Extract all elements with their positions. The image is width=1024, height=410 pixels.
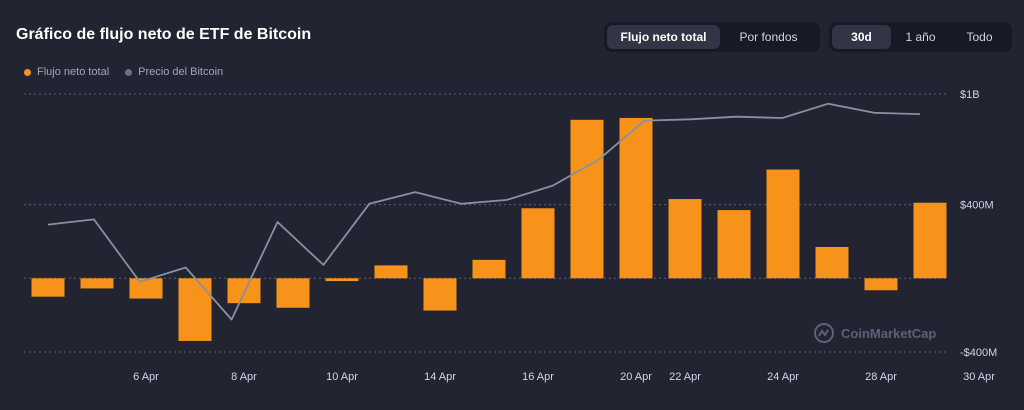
flow-type-toggle: Flujo neto total Por fondos <box>604 22 820 52</box>
range-1y-button[interactable]: 1 año <box>905 30 936 44</box>
x-tick-label-5: 20 Apr <box>620 371 652 383</box>
bar-2 <box>129 278 163 299</box>
bar-11 <box>570 119 604 279</box>
x-tick-label-7: 24 Apr <box>767 371 799 383</box>
bar-16 <box>815 246 849 279</box>
x-tick-label-4: 16 Apr <box>522 371 554 383</box>
x-tick-label-1: 8 Apr <box>231 371 257 383</box>
x-tick-label-3: 14 Apr <box>424 371 456 383</box>
time-range-toggle: 30d 1 año Todo <box>829 22 1012 52</box>
bar-0 <box>31 278 65 297</box>
legend-dot-btc-price <box>125 68 133 76</box>
legend-dot-net-flow <box>24 68 31 76</box>
bar-8 <box>423 278 457 311</box>
range-30d-button[interactable]: 30d <box>832 25 891 49</box>
bar-15 <box>766 169 800 279</box>
watermark: CoinMarketCap <box>813 322 936 344</box>
bar-18 <box>913 202 947 279</box>
legend-label-net-flow: Flujo neto total <box>37 66 110 78</box>
x-tick-label-9: 30 Apr <box>963 371 995 383</box>
legend-item-net-flow[interactable]: Flujo neto total <box>24 66 109 78</box>
x-tick-label-8: 28 Apr <box>865 371 897 383</box>
bar-13 <box>668 199 702 279</box>
bar-1 <box>80 278 114 289</box>
bar-14 <box>717 210 751 279</box>
bar-9 <box>472 259 506 279</box>
watermark-text: CoinMarketCap <box>841 325 937 341</box>
legend-item-btc-price[interactable]: Precio del Bitcoin <box>125 66 223 78</box>
bar-7 <box>374 265 408 279</box>
y-tick-label-0: $1B <box>960 89 980 101</box>
x-tick-label-6: 22 Apr <box>669 371 701 383</box>
chart-title: Gráfico de flujo neto de ETF de Bitcoin <box>16 26 312 43</box>
y-tick-label-3: -$400M <box>960 347 997 359</box>
bar-4 <box>227 278 261 304</box>
range-all-button[interactable]: Todo <box>966 30 993 44</box>
tab-by-funds[interactable]: Por fondos <box>739 30 798 44</box>
x-tick-label-2: 10 Apr <box>326 371 358 383</box>
bar-12 <box>619 117 653 279</box>
bar-5 <box>276 278 310 308</box>
bar-17 <box>864 278 898 291</box>
bar-3 <box>178 278 212 341</box>
tab-total-net-flow[interactable]: Flujo neto total <box>607 25 720 49</box>
y-tick-label-1: $400M <box>960 200 994 212</box>
bar-10 <box>521 208 555 279</box>
bar-6 <box>325 278 359 282</box>
price-line <box>47 102 921 321</box>
legend-label-btc-price: Precio del Bitcoin <box>138 66 224 78</box>
coinmarketcap-logo-icon <box>814 323 834 343</box>
x-tick-label-0: 6 Apr <box>133 371 159 383</box>
legend: Flujo neto total Precio del Bitcoin <box>24 66 223 78</box>
